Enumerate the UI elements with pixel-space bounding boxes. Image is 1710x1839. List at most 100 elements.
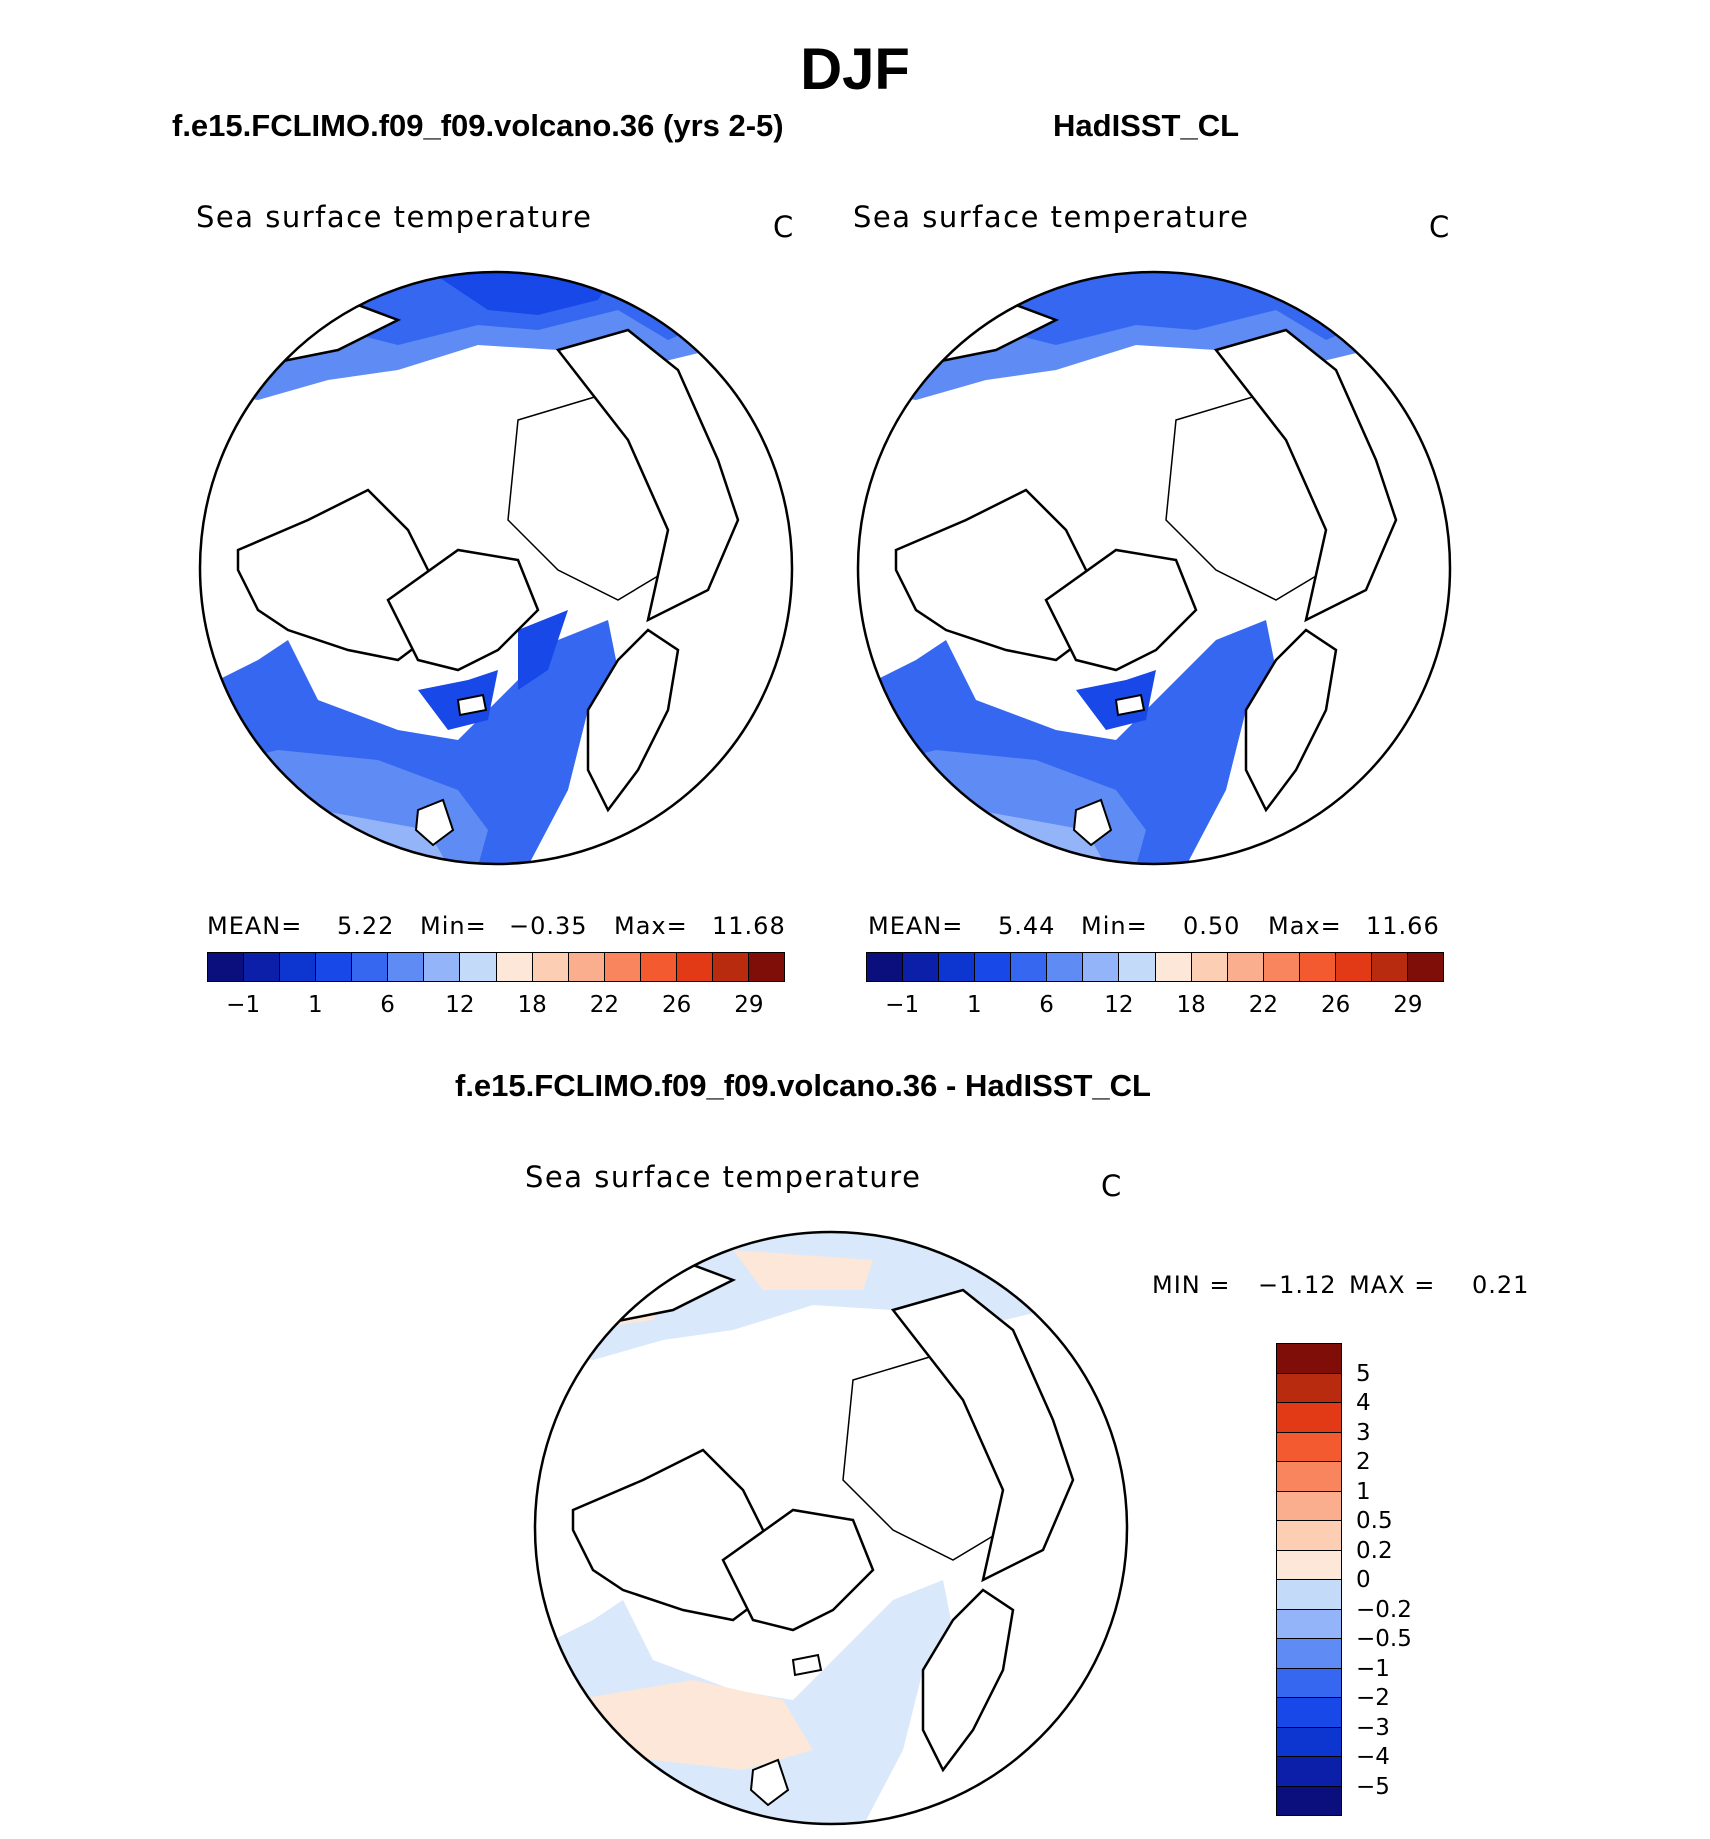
panel-2-map-boundary <box>856 270 1452 866</box>
colorbar-tick-label: −1 <box>226 992 261 1018</box>
colorbar-swatch <box>1119 953 1156 981</box>
colorbar-tick-label: −1 <box>1356 1655 1390 1682</box>
british-isles-landmass <box>414 798 455 847</box>
scandinavia-landmass <box>586 628 680 813</box>
panel-3-polar-map <box>533 1230 1129 1826</box>
iceland-landmass <box>791 1653 823 1677</box>
panel-2-max-value: 11.66 <box>1366 912 1440 940</box>
panel-3-colorbar: 5 4 3 2 1 0.5 0.2 0 −0.2 −0.5 −1 −2 −3 −4 −5 <box>1276 1343 1412 1816</box>
colorbar-swatch <box>1277 1491 1341 1521</box>
colorbar-swatch <box>939 953 976 981</box>
panel-1-colorbar-ticks: −1 1 6 12 18 22 26 29 <box>207 982 785 1018</box>
panel-1-title: f.e15.FCLIMO.f09_f09.volcano.36 (yrs 2-5… <box>172 108 784 143</box>
colorbar-swatch <box>1277 1698 1341 1728</box>
colorbar-tick-label: 0 <box>1356 1567 1371 1593</box>
colorbar-swatch <box>748 953 784 981</box>
panel-3-min-value: −1.12 <box>1258 1271 1337 1299</box>
colorbar-tick-label: 6 <box>1039 992 1054 1018</box>
colorbar-swatch <box>1277 1757 1341 1787</box>
colorbar-swatch <box>975 953 1012 981</box>
colorbar-tick-label: 1 <box>967 992 982 1018</box>
siberia-landmass <box>555 328 740 623</box>
panel-1-colorbar-swatches <box>207 952 785 982</box>
colorbar-swatch <box>1277 1580 1341 1610</box>
panel-2-colorbar: −1 1 6 12 18 22 26 29 <box>866 952 1444 1018</box>
colorbar-tick-label: 6 <box>380 992 395 1018</box>
colorbar-swatch <box>280 953 317 981</box>
colorbar-swatch <box>867 953 904 981</box>
colorbar-swatch <box>1277 1727 1341 1757</box>
colorbar-swatch <box>1047 953 1084 981</box>
colorbar-swatch <box>1191 953 1228 981</box>
colorbar-swatch <box>244 953 281 981</box>
colorbar-tick-label: 1 <box>1356 1478 1371 1505</box>
colorbar-tick-label: −0.2 <box>1356 1596 1412 1623</box>
panel-1-polar-map <box>198 270 794 866</box>
colorbar-swatch <box>496 953 533 981</box>
colorbar-swatch <box>1277 1432 1341 1462</box>
panel-3-colorbar-ticks: 5 4 3 2 1 0.5 0.2 0 −0.2 −0.5 −1 −2 −3 −4 −5 <box>1356 1343 1436 1816</box>
panel-2-stats: MEAN= 5.44 Min= 0.50 Max= 11.66 <box>868 912 1448 942</box>
colorbar-swatch <box>1083 953 1120 981</box>
panel-2-colorbar-ticks: −1 1 6 12 18 22 26 29 <box>866 982 1444 1018</box>
panel-1-variable-label: Sea surface temperature <box>196 200 593 234</box>
panel-1-map-boundary <box>198 270 794 866</box>
colorbar-tick-label: 18 <box>517 992 547 1018</box>
colorbar-tick-label: 5 <box>1356 1360 1371 1387</box>
colorbar-tick-label: −5 <box>1356 1773 1390 1800</box>
colorbar-swatch <box>1335 953 1372 981</box>
colorbar-swatch <box>1277 1786 1341 1815</box>
colorbar-tick-label: −0.5 <box>1356 1626 1412 1652</box>
colorbar-tick-label: 12 <box>445 992 475 1018</box>
colorbar-swatch <box>1371 953 1408 981</box>
pacific-diff-positive <box>733 1250 873 1290</box>
colorbar-swatch <box>1263 953 1300 981</box>
colorbar-swatch <box>640 953 677 981</box>
colorbar-swatch <box>208 953 245 981</box>
colorbar-swatch <box>352 953 389 981</box>
panel-2-mean-value: 5.44 <box>998 912 1056 940</box>
panel-3-max-label: MAX = <box>1349 1271 1436 1299</box>
colorbar-tick-label: 22 <box>1248 992 1279 1018</box>
panel-3-variable-label: Sea surface temperature <box>525 1160 922 1194</box>
colorbar-swatch <box>1277 1521 1341 1551</box>
colorbar-swatch <box>1277 1403 1341 1433</box>
panel-1-mean-label: MEAN= <box>207 912 303 940</box>
colorbar-swatch <box>568 953 605 981</box>
colorbar-swatch <box>1407 953 1443 981</box>
figure-title: DJF <box>800 37 910 102</box>
colorbar-swatch <box>604 953 641 981</box>
panel-1-min-value: −0.35 <box>509 912 588 940</box>
panel-2-colorbar-swatches <box>866 952 1444 982</box>
colorbar-swatch <box>316 953 353 981</box>
panel-2-units-label: C <box>1429 210 1450 244</box>
greenland-landmass <box>721 1508 875 1632</box>
colorbar-swatch <box>676 953 713 981</box>
panel-2-max-label: Max= <box>1268 912 1342 940</box>
panel-1-units-label: C <box>773 210 794 244</box>
panel-1-min-label: Min= <box>420 912 487 940</box>
colorbar-tick-label: −3 <box>1356 1714 1390 1741</box>
colorbar-swatch <box>1277 1668 1341 1698</box>
colorbar-swatch <box>1277 1639 1341 1669</box>
panel-3-title: f.e15.FCLIMO.f09_f09.volcano.36 - HadISS… <box>455 1068 1151 1103</box>
greenland-landmass <box>1044 548 1198 672</box>
panel-2-min-value: 0.50 <box>1183 912 1241 940</box>
siberia-landmass <box>890 1288 1075 1583</box>
colorbar-swatch <box>532 953 569 981</box>
barents-sst-dark <box>518 610 568 690</box>
colorbar-tick-label: 2 <box>1356 1449 1371 1475</box>
colorbar-tick-label: 1 <box>308 992 323 1018</box>
panel-2-polar-map <box>856 270 1452 866</box>
colorbar-tick-label: 3 <box>1356 1419 1371 1446</box>
colorbar-swatch <box>1227 953 1264 981</box>
panel-3-max-value: 0.21 <box>1472 1271 1530 1299</box>
colorbar-swatch <box>712 953 749 981</box>
colorbar-swatch <box>1277 1373 1341 1403</box>
colorbar-tick-label: 29 <box>1393 992 1423 1018</box>
colorbar-tick-label: 26 <box>661 992 692 1018</box>
colorbar-swatch <box>1277 1462 1341 1492</box>
colorbar-tick-label: 12 <box>1104 992 1134 1018</box>
panel-3-stats: MIN = −1.12 MAX = 0.21 <box>1152 1271 1572 1301</box>
colorbar-tick-label: 0.2 <box>1356 1537 1393 1564</box>
